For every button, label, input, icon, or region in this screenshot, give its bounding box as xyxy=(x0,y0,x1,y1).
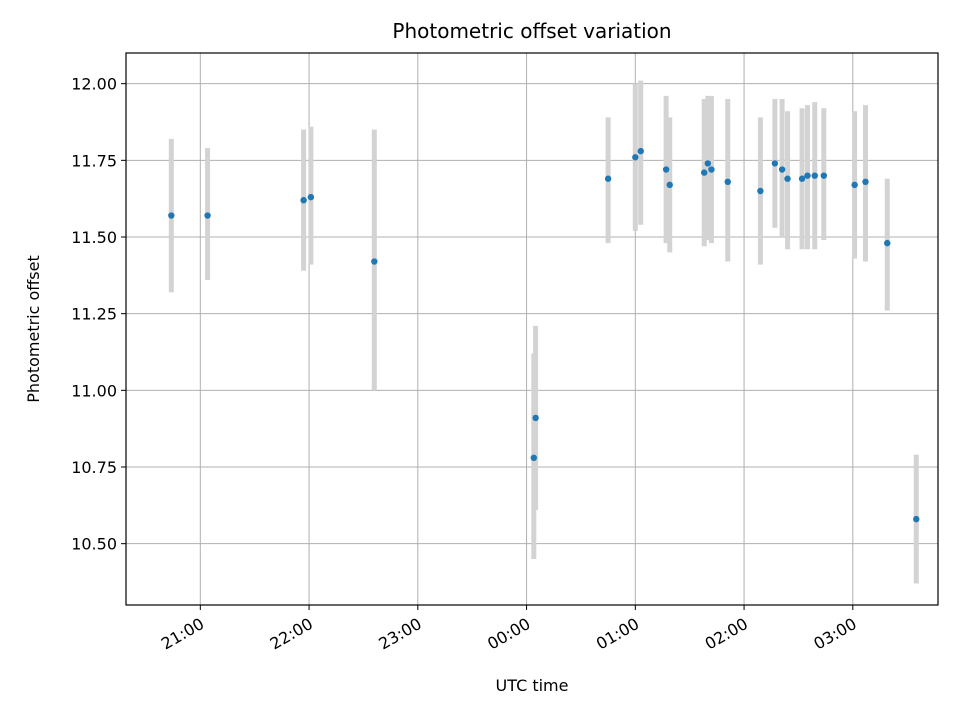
y-axis-label: Photometric offset xyxy=(24,255,43,403)
data-point xyxy=(532,414,539,422)
data-point xyxy=(778,166,786,173)
data-point xyxy=(700,169,708,176)
data-point xyxy=(798,175,806,182)
x-tick-label: 22:00 xyxy=(267,614,316,654)
data-point xyxy=(300,197,307,204)
y-tick-label: 11.50 xyxy=(71,228,117,247)
y-tick-label: 10.50 xyxy=(71,535,117,554)
x-tick-label: 21:00 xyxy=(158,614,207,654)
data-point xyxy=(637,147,644,155)
data-point xyxy=(632,154,639,161)
x-tick-label: 23:00 xyxy=(375,614,424,654)
data-point xyxy=(771,160,779,167)
data-point xyxy=(884,239,891,247)
data-point xyxy=(913,515,920,523)
data-points xyxy=(168,147,920,523)
data-point xyxy=(784,175,791,182)
data-point xyxy=(168,212,175,219)
y-tick-label: 10.75 xyxy=(71,458,117,477)
chart-title: Photometric offset variation xyxy=(392,19,671,43)
data-point xyxy=(204,212,211,219)
y-tick-label: 11.25 xyxy=(71,305,117,324)
y-tick-label: 11.75 xyxy=(71,151,117,170)
data-point xyxy=(820,172,828,179)
data-point xyxy=(371,258,378,265)
y-tick-label: 12.00 xyxy=(71,75,117,94)
x-tick-label: 02:00 xyxy=(702,614,751,654)
error-bars xyxy=(168,80,919,584)
y-tick-label: 11.00 xyxy=(71,381,117,400)
plot-frame xyxy=(125,52,939,606)
x-axis: 21:00 22:00 23:00 00:00 01:00 02:00 03:00 xyxy=(158,605,860,654)
data-point xyxy=(804,172,811,179)
data-point xyxy=(757,187,764,195)
data-point xyxy=(708,166,715,173)
x-tick-label: 00:00 xyxy=(484,614,533,654)
x-tick-label: 03:00 xyxy=(810,614,859,654)
data-point xyxy=(851,181,858,189)
data-point xyxy=(724,178,731,185)
y-axis: 10.50 10.75 11.00 11.25 11.50 11.75 12.00 xyxy=(71,75,126,554)
data-point xyxy=(530,454,538,461)
data-point xyxy=(704,160,712,167)
x-axis-label: UTC time xyxy=(496,676,569,695)
x-tick-label: 01:00 xyxy=(593,614,642,654)
data-point xyxy=(862,178,869,185)
data-point xyxy=(811,172,818,179)
data-point xyxy=(666,181,673,189)
data-point xyxy=(662,166,670,173)
data-point xyxy=(307,193,315,201)
data-point xyxy=(604,175,612,182)
